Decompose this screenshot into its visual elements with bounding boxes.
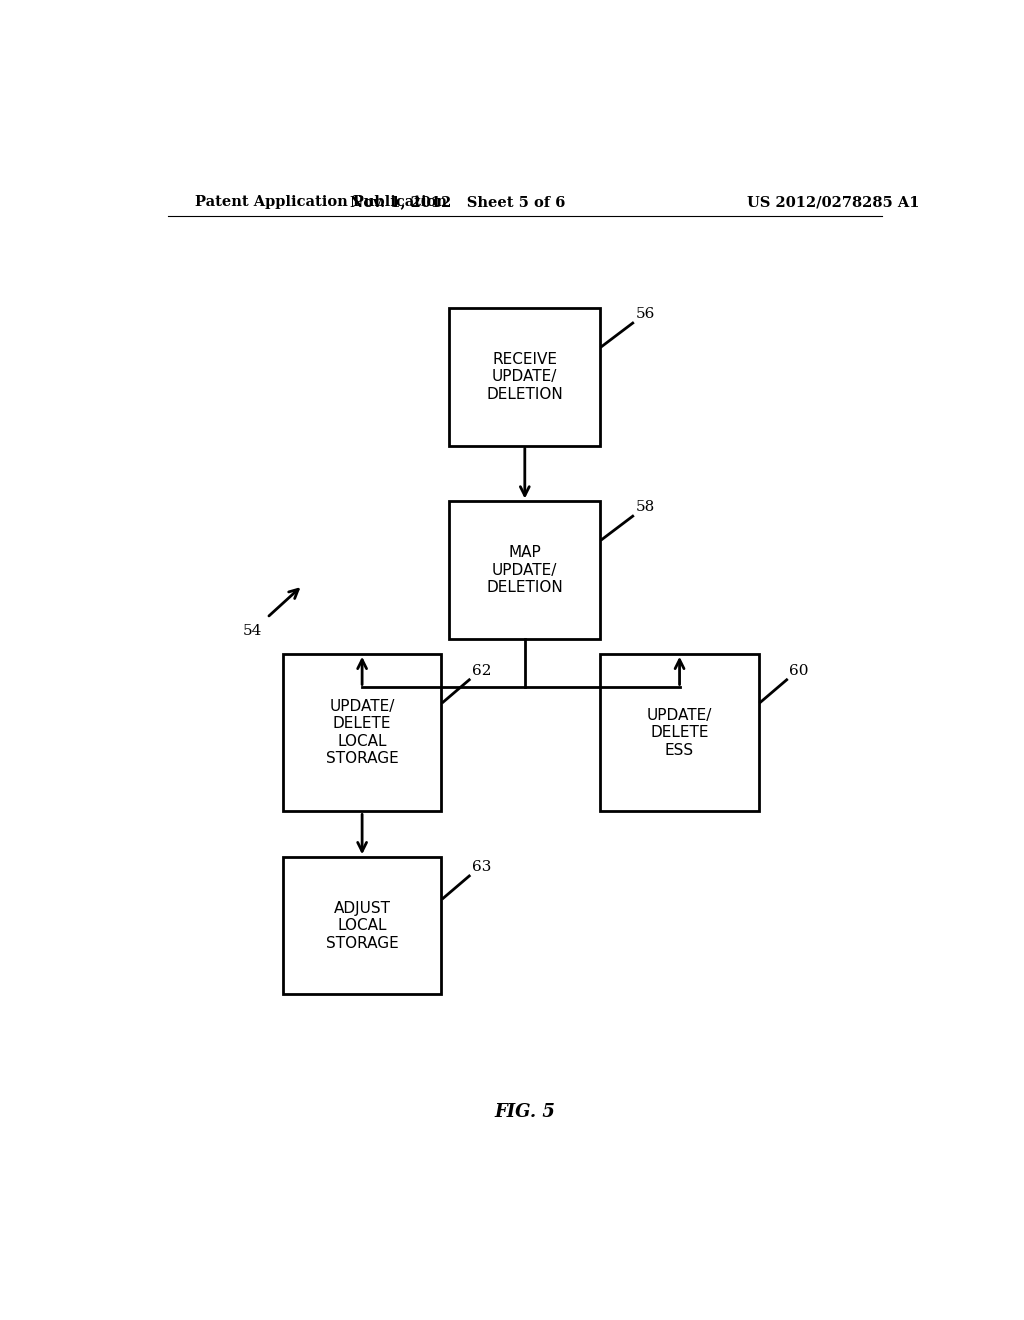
- Text: UPDATE/
DELETE
LOCAL
STORAGE: UPDATE/ DELETE LOCAL STORAGE: [326, 700, 398, 767]
- Text: RECEIVE
UPDATE/
DELETION: RECEIVE UPDATE/ DELETION: [486, 352, 563, 401]
- Bar: [283, 653, 441, 812]
- Text: 62: 62: [472, 664, 492, 677]
- Text: 54: 54: [243, 624, 262, 638]
- Bar: [600, 653, 759, 812]
- Bar: [283, 857, 441, 994]
- Text: Nov. 1, 2012   Sheet 5 of 6: Nov. 1, 2012 Sheet 5 of 6: [349, 195, 565, 209]
- Text: FIG. 5: FIG. 5: [495, 1102, 555, 1121]
- Text: UPDATE/
DELETE
ESS: UPDATE/ DELETE ESS: [647, 708, 713, 758]
- Text: 60: 60: [790, 664, 809, 677]
- Bar: [450, 502, 600, 639]
- Text: 56: 56: [636, 308, 655, 321]
- Bar: [450, 309, 600, 446]
- Text: ADJUST
LOCAL
STORAGE: ADJUST LOCAL STORAGE: [326, 900, 398, 950]
- Text: MAP
UPDATE/
DELETION: MAP UPDATE/ DELETION: [486, 545, 563, 595]
- Text: Patent Application Publication: Patent Application Publication: [196, 195, 447, 209]
- Text: US 2012/0278285 A1: US 2012/0278285 A1: [748, 195, 920, 209]
- Text: 58: 58: [636, 500, 655, 515]
- Text: 63: 63: [472, 859, 490, 874]
